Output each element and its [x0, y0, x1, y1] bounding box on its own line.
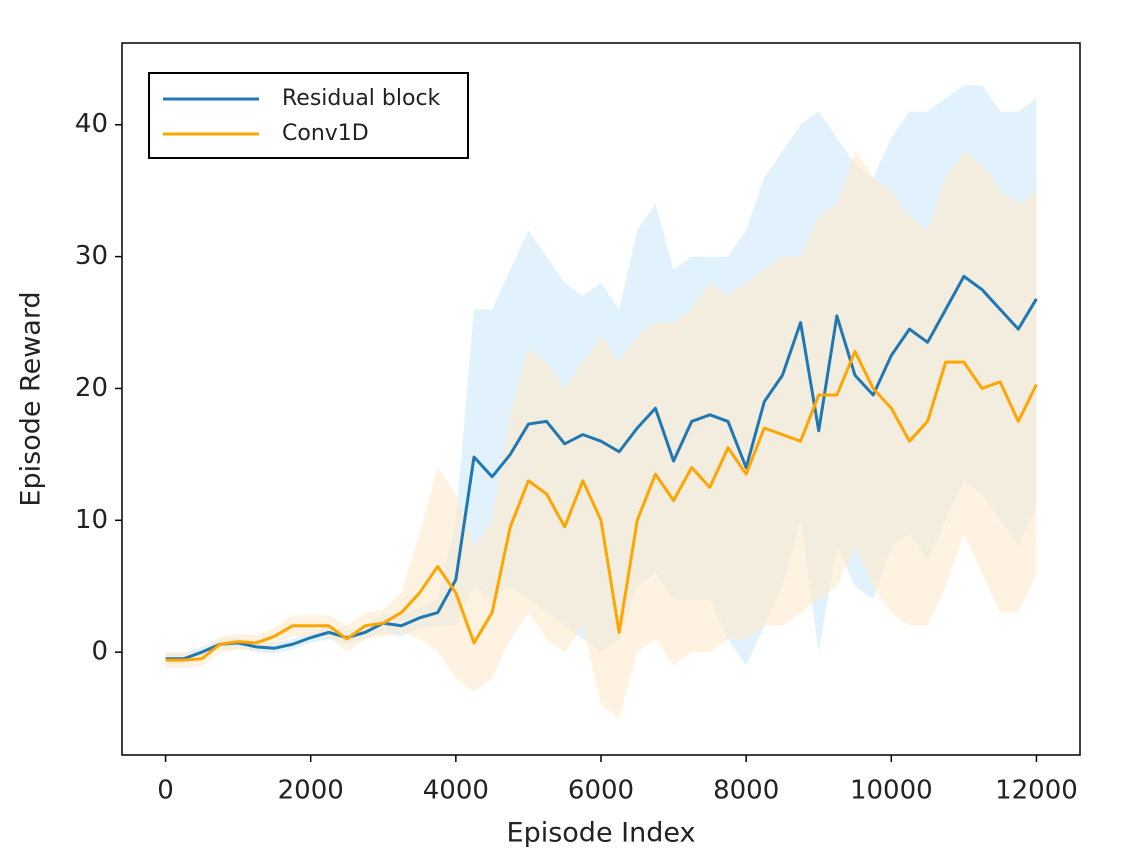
y-axis-label: Episode Reward — [16, 291, 47, 506]
y-tick-label: 10 — [75, 505, 108, 535]
x-tick-label: 2000 — [278, 776, 344, 806]
line — [165, 274, 1038, 661]
y-tick-label: 0 — [91, 637, 108, 667]
x-tick-label: 4000 — [423, 776, 489, 806]
legend-label: Residual block — [282, 86, 441, 111]
legend-box — [148, 72, 469, 159]
y-tick-label: 20 — [75, 373, 108, 403]
y-tick-label: 40 — [75, 109, 108, 139]
y-tick-label: 30 — [75, 241, 108, 271]
x-tick-label: 6000 — [568, 776, 634, 806]
line — [165, 350, 1038, 662]
legend: Residual block Conv1D — [148, 72, 469, 159]
band — [165, 151, 1037, 719]
x-tick-label: 10000 — [850, 776, 933, 806]
x-tick-label: 0 — [157, 776, 174, 806]
x-tick-label: 8000 — [713, 776, 779, 806]
x-axis-label: Episode Index — [507, 818, 696, 849]
legend-label: Conv1D — [282, 121, 369, 146]
x-tick-label: 12000 — [995, 776, 1078, 806]
